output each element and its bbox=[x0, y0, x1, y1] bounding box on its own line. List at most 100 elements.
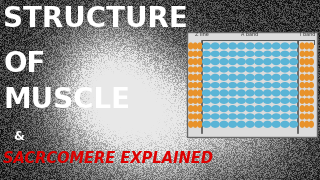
Ellipse shape bbox=[193, 106, 197, 111]
Ellipse shape bbox=[193, 90, 197, 96]
Ellipse shape bbox=[290, 74, 298, 80]
Ellipse shape bbox=[229, 90, 236, 96]
Ellipse shape bbox=[281, 67, 289, 72]
Ellipse shape bbox=[305, 114, 309, 119]
Ellipse shape bbox=[246, 67, 254, 72]
Ellipse shape bbox=[272, 98, 280, 103]
Ellipse shape bbox=[189, 90, 193, 96]
Ellipse shape bbox=[189, 106, 193, 111]
Ellipse shape bbox=[198, 67, 202, 72]
Ellipse shape bbox=[255, 51, 263, 56]
Ellipse shape bbox=[193, 121, 197, 127]
Ellipse shape bbox=[264, 90, 271, 96]
Ellipse shape bbox=[237, 43, 245, 49]
Ellipse shape bbox=[189, 59, 193, 64]
Ellipse shape bbox=[290, 51, 298, 56]
Ellipse shape bbox=[193, 43, 197, 49]
Ellipse shape bbox=[189, 114, 193, 119]
Ellipse shape bbox=[246, 43, 254, 49]
Ellipse shape bbox=[255, 67, 263, 72]
Ellipse shape bbox=[220, 98, 228, 103]
Ellipse shape bbox=[189, 43, 193, 49]
Text: I band: I band bbox=[300, 32, 316, 37]
Ellipse shape bbox=[237, 67, 245, 72]
Ellipse shape bbox=[246, 59, 254, 64]
Ellipse shape bbox=[211, 106, 219, 111]
Ellipse shape bbox=[211, 114, 219, 119]
Ellipse shape bbox=[237, 90, 245, 96]
Ellipse shape bbox=[193, 98, 197, 103]
Ellipse shape bbox=[237, 114, 245, 119]
Ellipse shape bbox=[229, 98, 236, 103]
Ellipse shape bbox=[264, 43, 271, 49]
Ellipse shape bbox=[255, 83, 263, 87]
Ellipse shape bbox=[309, 106, 313, 111]
Ellipse shape bbox=[198, 98, 202, 103]
Ellipse shape bbox=[246, 90, 254, 96]
Ellipse shape bbox=[211, 74, 219, 80]
Ellipse shape bbox=[272, 106, 280, 111]
Ellipse shape bbox=[229, 43, 236, 49]
Ellipse shape bbox=[203, 43, 210, 49]
Ellipse shape bbox=[305, 121, 309, 127]
Ellipse shape bbox=[272, 90, 280, 96]
Ellipse shape bbox=[198, 51, 202, 56]
Ellipse shape bbox=[309, 90, 313, 96]
Ellipse shape bbox=[272, 67, 280, 72]
Ellipse shape bbox=[255, 43, 263, 49]
Ellipse shape bbox=[220, 121, 228, 127]
Ellipse shape bbox=[198, 83, 202, 87]
Ellipse shape bbox=[229, 51, 236, 56]
Ellipse shape bbox=[189, 83, 193, 87]
Ellipse shape bbox=[193, 67, 197, 72]
Ellipse shape bbox=[211, 51, 219, 56]
Ellipse shape bbox=[220, 51, 228, 56]
Ellipse shape bbox=[246, 114, 254, 119]
Ellipse shape bbox=[198, 90, 202, 96]
Ellipse shape bbox=[246, 51, 254, 56]
Ellipse shape bbox=[255, 114, 263, 119]
Bar bbox=[187, 32, 317, 137]
Ellipse shape bbox=[211, 67, 219, 72]
Ellipse shape bbox=[264, 51, 271, 56]
Text: A band: A band bbox=[241, 32, 259, 37]
Ellipse shape bbox=[211, 83, 219, 87]
Ellipse shape bbox=[198, 106, 202, 111]
Ellipse shape bbox=[203, 74, 210, 80]
Ellipse shape bbox=[229, 67, 236, 72]
Ellipse shape bbox=[255, 121, 263, 127]
Ellipse shape bbox=[229, 59, 236, 64]
Ellipse shape bbox=[211, 98, 219, 103]
Ellipse shape bbox=[229, 121, 236, 127]
Ellipse shape bbox=[264, 98, 271, 103]
Ellipse shape bbox=[264, 59, 271, 64]
Ellipse shape bbox=[220, 114, 228, 119]
Ellipse shape bbox=[264, 114, 271, 119]
Ellipse shape bbox=[290, 43, 298, 49]
Ellipse shape bbox=[281, 90, 289, 96]
Ellipse shape bbox=[309, 51, 313, 56]
Ellipse shape bbox=[220, 74, 228, 80]
Ellipse shape bbox=[211, 90, 219, 96]
Ellipse shape bbox=[309, 74, 313, 80]
Ellipse shape bbox=[300, 83, 304, 87]
Ellipse shape bbox=[264, 106, 271, 111]
Ellipse shape bbox=[300, 59, 304, 64]
Ellipse shape bbox=[281, 51, 289, 56]
Text: STRUCTURE: STRUCTURE bbox=[3, 5, 188, 33]
Ellipse shape bbox=[300, 74, 304, 80]
Ellipse shape bbox=[211, 59, 219, 64]
Ellipse shape bbox=[272, 59, 280, 64]
Ellipse shape bbox=[305, 90, 309, 96]
Ellipse shape bbox=[189, 74, 193, 80]
Ellipse shape bbox=[300, 114, 304, 119]
Ellipse shape bbox=[237, 106, 245, 111]
Ellipse shape bbox=[281, 74, 289, 80]
Ellipse shape bbox=[237, 121, 245, 127]
Ellipse shape bbox=[305, 51, 309, 56]
Ellipse shape bbox=[193, 114, 197, 119]
Ellipse shape bbox=[309, 59, 313, 64]
Ellipse shape bbox=[203, 121, 210, 127]
Ellipse shape bbox=[189, 121, 193, 127]
Ellipse shape bbox=[300, 106, 304, 111]
